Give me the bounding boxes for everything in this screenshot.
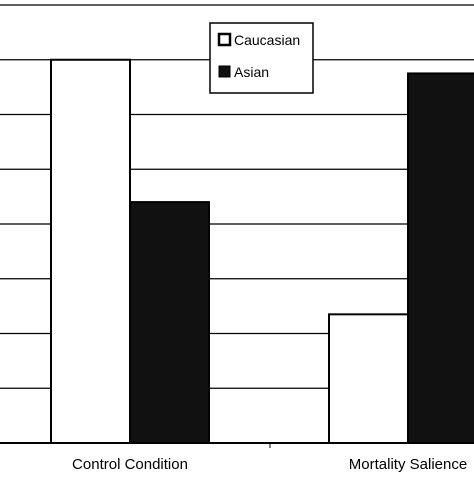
bar-asian-1 [129,201,210,444]
category-label: Mortality Salience [349,456,467,473]
legend: Caucasian Asian [209,22,314,94]
axes [0,442,474,448]
category-label: Control Condition [72,456,188,473]
legend-swatch-caucasian [217,32,232,47]
bar-asian-2 [407,72,474,444]
legend-swatch-asian [218,65,231,78]
category-labels: Control Condition Mortality Salience [72,456,467,473]
bar-caucasian-1 [50,58,131,444]
legend-label-asian: Asian [234,64,269,80]
bar-caucasian-2 [328,313,409,444]
legend-label-caucasian: Caucasian [234,32,300,48]
bars [50,58,474,444]
